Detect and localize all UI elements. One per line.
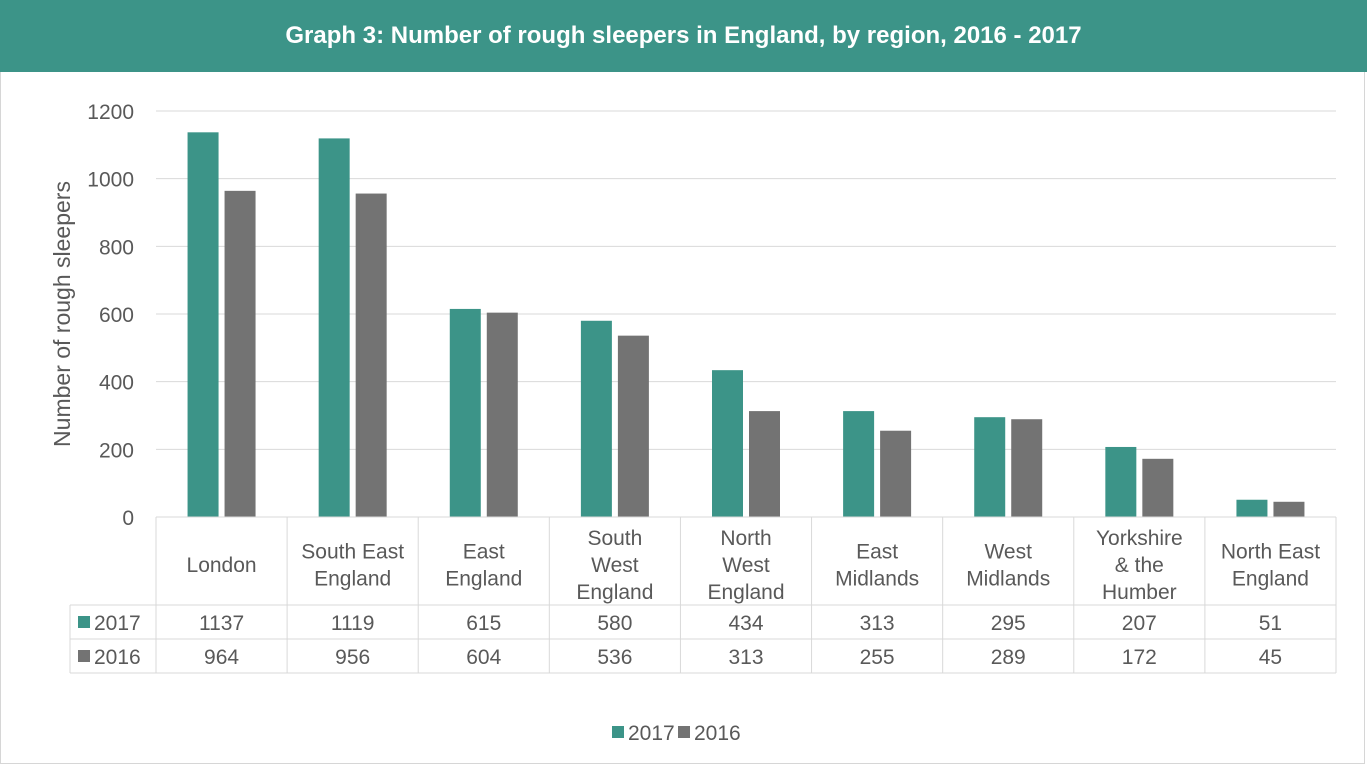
bar-2017 [318,138,350,517]
legend-swatch-2016 [678,726,690,738]
table-value: 580 [597,612,632,635]
bar-2017 [580,320,612,517]
category-label: England [314,568,391,591]
bar-2017 [843,411,875,517]
y-tick-label: 1000 [87,169,134,192]
category-label: East [856,541,898,564]
category-label: West [722,554,770,577]
table-value: 255 [860,646,895,669]
bar-2017 [1236,499,1268,517]
bar-2016 [224,190,256,517]
table-value: 313 [860,612,895,635]
category-label: West [984,541,1032,564]
legend-label: 2016 [694,722,741,745]
table-series-label: 2016 [94,646,141,669]
category-label: England [1232,568,1309,591]
y-tick-label: 1200 [87,101,134,124]
category-label: England [445,568,522,591]
table-legend-key-2016 [78,650,90,662]
category-label: North [720,527,771,550]
y-axis-label: Number of rough sleepers [49,181,75,447]
category-label: North East [1221,541,1320,564]
table-value: 172 [1122,646,1157,669]
table-value: 1137 [199,612,244,635]
table-value: 289 [991,646,1026,669]
table-series-label: 2017 [94,612,141,635]
table-value: 1119 [331,612,375,635]
bar-2017 [974,417,1006,517]
category-label: West [591,554,639,577]
table-value: 536 [597,646,632,669]
category-label: South [587,527,642,550]
legend-label: 2017 [628,722,675,745]
y-tick-label: 0 [122,507,134,530]
chart-title: Graph 3: Number of rough sleepers in Eng… [285,22,1082,49]
bar-2016 [1273,501,1305,517]
category-label: Midlands [966,568,1050,591]
legend-swatch-2017 [612,726,624,738]
bar-2017 [187,132,219,517]
bar-2016 [1011,419,1043,517]
category-label: Humber [1102,581,1177,604]
table-value: 51 [1259,612,1282,635]
category-label: & the [1115,554,1164,577]
y-tick-label: 800 [99,236,134,259]
table-value: 207 [1122,612,1157,635]
y-tick-label: 400 [99,372,134,395]
table-value: 604 [466,646,501,669]
bar-2016 [355,193,387,517]
bar-2016 [1142,458,1174,517]
y-tick-label: 200 [99,439,134,462]
table-value: 434 [728,612,763,635]
bar-2017 [449,308,481,517]
bar-2017 [712,370,743,517]
category-label: South East [301,541,404,564]
table-value: 964 [204,646,239,669]
y-tick-label: 600 [99,304,134,327]
table-legend-key-2017 [78,616,90,628]
category-label: London [187,554,257,577]
category-label: England [707,581,784,604]
bar-2016 [617,335,649,517]
table-value: 45 [1259,646,1282,669]
bar-2016 [749,411,780,517]
table-value: 615 [466,612,501,635]
category-label: East [463,541,505,564]
category-label: England [576,581,653,604]
chart-title-bar: Graph 3: Number of rough sleepers in Eng… [0,0,1367,72]
table-value: 295 [991,612,1026,635]
category-label: Midlands [835,568,919,591]
bar-2017 [1105,446,1137,517]
bar-2016 [880,430,912,517]
table-value: 313 [728,646,763,669]
bar-2016 [486,312,518,517]
table-value: 956 [335,646,370,669]
category-label: Yorkshire [1096,527,1183,550]
